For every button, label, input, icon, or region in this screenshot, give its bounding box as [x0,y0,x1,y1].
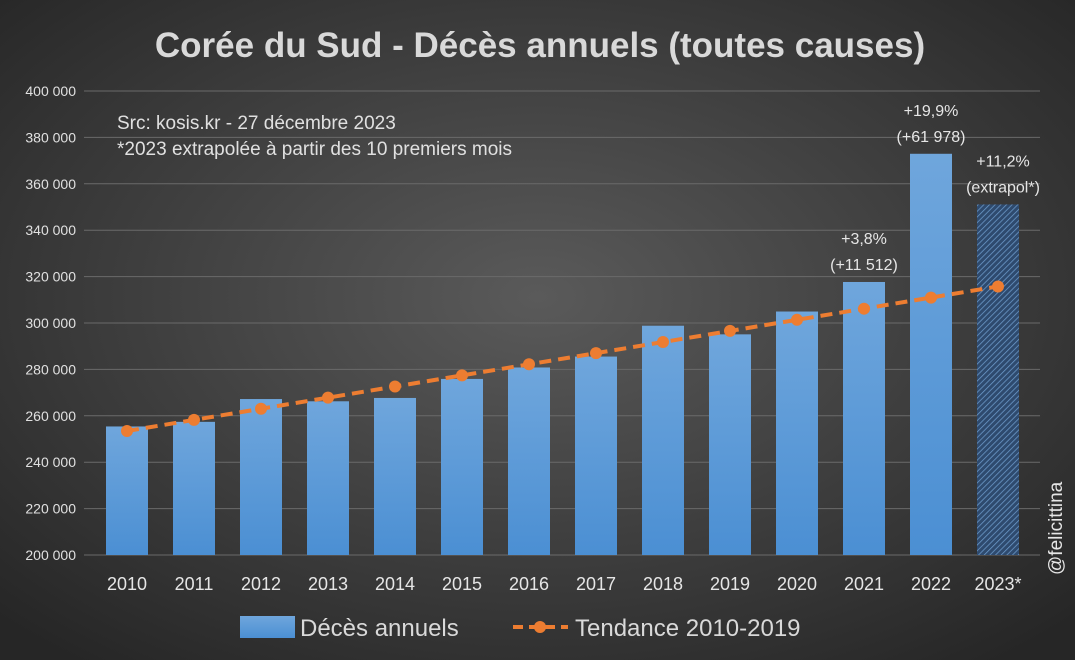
x-tick-label: 2022 [911,574,951,594]
legend-label-trend: Tendance 2010-2019 [575,615,801,642]
bar-2015 [441,378,483,555]
y-tick-label: 340 000 [25,222,76,238]
trend-marker-2020 [791,313,803,326]
trend-line [126,284,999,433]
y-tick-label: 260 000 [25,408,76,424]
x-tick-label: 2016 [509,574,549,594]
bar-2014 [374,397,416,555]
x-tick-label: 2015 [442,574,482,594]
y-tick-label: 400 000 [25,83,76,99]
x-tick-label: 2012 [241,574,281,594]
trend-marker-2013 [322,391,334,404]
trend-marker-2021 [858,302,870,315]
x-tick-label: 2013 [308,574,348,594]
y-tick-label: 320 000 [25,269,76,285]
x-tick-label: 2014 [375,574,415,594]
bar-2021 [843,281,885,555]
bar-2016 [508,367,550,555]
y-tick-label: 240 000 [25,454,76,470]
bar-2010 [106,426,148,555]
x-tick-label: 2021 [844,574,884,594]
source-note: Src: kosis.kr - 27 décembre 2023 [117,113,396,134]
x-tick-label: 2023* [974,574,1021,594]
bar-2013 [307,401,349,555]
bar-2023* [977,204,1019,555]
x-tick-label: 2019 [710,574,750,594]
y-tick-label: 300 000 [25,315,76,331]
extrapolation-note: *2023 extrapolée à partir des 10 premier… [117,139,512,160]
y-tick-label: 380 000 [25,129,76,145]
trend-marker-2018 [657,336,669,349]
bar-2017 [575,356,617,555]
trend-marker-2014 [389,380,401,393]
legend-marker-trend [534,621,546,633]
trend-marker-2010 [121,425,133,438]
trend-marker-2022 [925,291,937,304]
x-tick-label: 2018 [643,574,683,594]
bar-2012 [240,399,282,555]
y-tick-label: 200 000 [25,547,76,563]
trend-marker-2016 [523,358,535,371]
trend-marker-2017 [590,347,602,360]
chart-title: Corée du Sud - Décès annuels (toutes cau… [155,26,925,65]
bar-2020 [776,311,818,555]
y-tick-label: 220 000 [25,501,76,517]
y-tick-label: 360 000 [25,176,76,192]
trend-marker-2011 [188,413,200,426]
bar-2011 [173,421,215,555]
annotation-2023*: (extrapol*) [966,179,1040,196]
annotation-2021: +3,8% [841,231,887,248]
x-tick-label: 2017 [576,574,616,594]
legend-label-bars: Décès annuels [300,615,459,642]
x-tick-label: 2020 [777,574,817,594]
y-tick-label: 280 000 [25,361,76,377]
annotation-2023*: +11,2% [976,153,1030,170]
annotation-2022: +19,9% [904,103,959,120]
trend-marker-2012 [255,402,267,415]
x-tick-label: 2011 [175,574,214,594]
bar-2019 [709,334,751,555]
annotation-2021: (+11 512) [830,257,898,274]
legend-swatch-bars [240,616,295,638]
annotation-2022: (+61 978) [897,129,966,146]
trend-marker-2019 [724,324,736,337]
bar-2022 [910,153,952,555]
legend: Décès annuels Tendance 2010-2019 [240,615,801,642]
trend-marker-2023* [992,280,1004,293]
bar-2018 [642,325,684,555]
x-tick-label: 2010 [107,574,147,594]
watermark: @felicittina [1046,481,1067,575]
trend-marker-2015 [456,369,468,382]
